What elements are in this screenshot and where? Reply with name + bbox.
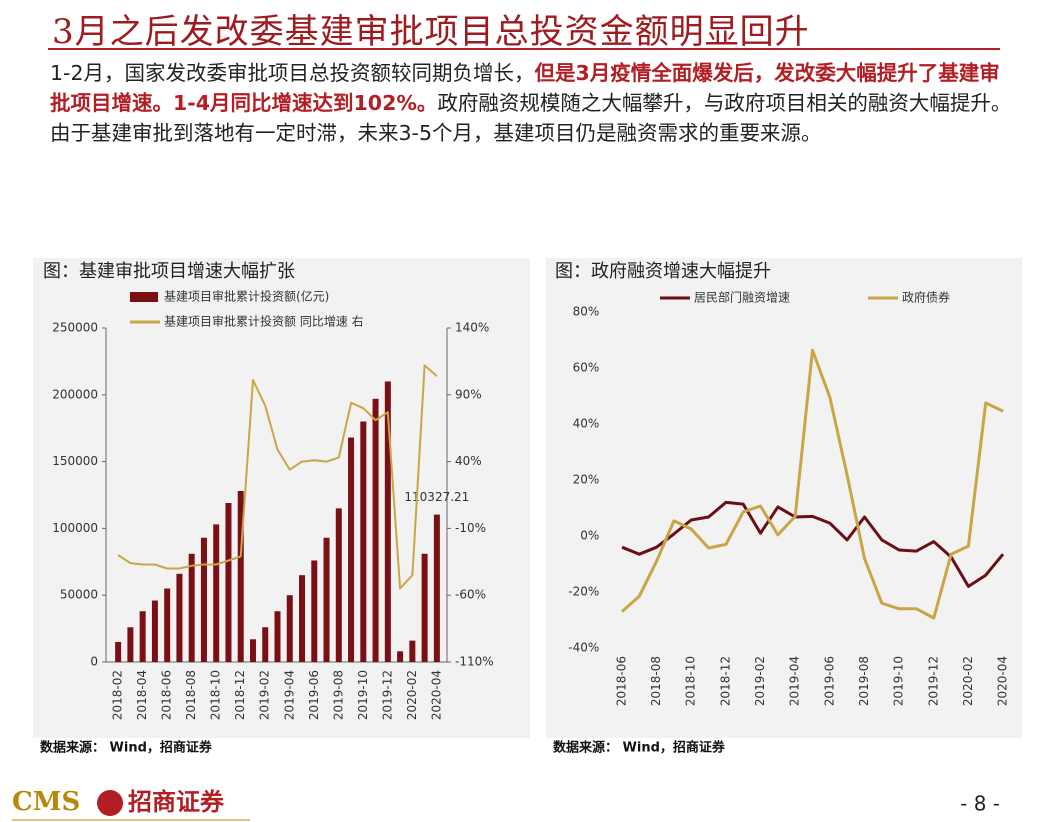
legend-swatch — [130, 292, 158, 302]
legend-label: 基建项目审批累计投资额(亿元) — [164, 289, 329, 304]
legend-label: 居民部门融资增速 — [694, 290, 790, 305]
panel — [546, 258, 1022, 738]
bar — [299, 575, 306, 662]
bar — [433, 514, 440, 662]
page-number: - 8 - — [960, 792, 1000, 816]
y-tick-label: 80% — [573, 305, 600, 319]
x-tick-label: 2019-10 — [356, 670, 370, 720]
bar — [286, 595, 293, 662]
slide-title: 3月之后发改委基建审批项目总投资金额明显回升 — [52, 12, 810, 52]
paragraph-run: 但是3月疫情全面爆发后，发改委大幅提升了基建审批项目增速。1-4月同比增速达到1… — [50, 61, 1000, 115]
paragraph: 1-2月，国家发改委审批项目总投资额较同期负增长，但是3月疫情全面爆发后，发改委… — [50, 58, 1012, 148]
x-tick-label: 2020-04 — [996, 656, 1010, 706]
bar — [164, 588, 171, 662]
y-tick-label: 0 — [90, 655, 98, 669]
legend-label: 政府债券 — [902, 290, 950, 305]
bar — [360, 421, 367, 662]
y-tick-label: 20% — [573, 473, 600, 487]
logo-text: CMS — [12, 787, 80, 817]
bar — [127, 627, 134, 662]
y2-tick-label: 40% — [455, 454, 482, 468]
y-tick-label: 150000 — [52, 454, 98, 468]
y-tick-label: 60% — [573, 361, 600, 375]
x-tick-label: 2018-02 — [111, 670, 125, 720]
y-tick-label: -40% — [568, 641, 599, 655]
bar — [115, 641, 122, 662]
bar — [225, 503, 232, 662]
x-tick-label: 2018-10 — [209, 670, 223, 720]
y-tick-label: 0% — [580, 529, 599, 543]
bar — [335, 508, 342, 662]
x-tick-label: 2019-08 — [331, 670, 345, 720]
paragraph-run: 政府融资规模随之大幅攀升，与政府项目相关的融资大幅提升。由于基建审批到落地有一定… — [50, 91, 1012, 145]
y-tick-label: 250000 — [52, 321, 98, 335]
y-tick-label: -20% — [568, 585, 599, 599]
line — [117, 364, 438, 590]
line — [621, 348, 1004, 620]
x-tick-label: 2019-04 — [282, 670, 296, 720]
x-tick-label: 2020-04 — [429, 670, 443, 720]
bar — [176, 573, 183, 662]
y-tick-label: 40% — [573, 417, 600, 431]
bar — [188, 553, 195, 662]
bar — [348, 437, 355, 662]
bar — [262, 627, 269, 662]
logo-icon — [97, 790, 123, 816]
logo-name: 招商证券 — [128, 788, 225, 816]
x-tick-label: 2019-06 — [822, 656, 836, 706]
x-tick-label: 2020-02 — [961, 656, 975, 706]
y2-tick-label: 140% — [455, 321, 489, 335]
bar — [311, 560, 318, 662]
title-rule — [48, 48, 1000, 50]
x-tick-label: 2018-06 — [614, 656, 628, 706]
source: 数据来源： Wind，招商证券 — [40, 740, 213, 756]
y-tick-label: 50000 — [60, 588, 98, 602]
bar — [274, 611, 281, 662]
chart-title: 图：基建审批项目增速大幅扩张 — [43, 261, 295, 282]
y2-tick-label: 90% — [455, 387, 482, 401]
bar — [384, 381, 391, 662]
x-tick-label: 2018-12 — [233, 670, 247, 720]
value-label: 110327.21 — [404, 490, 469, 504]
y2-tick-label: -110% — [455, 655, 494, 669]
bar — [409, 640, 416, 662]
paragraph-run: 1-2月，国家发改委审批项目总投资额较同期负增长， — [50, 61, 535, 85]
x-tick-label: 2018-08 — [184, 670, 198, 720]
x-tick-label: 2019-04 — [788, 656, 802, 706]
x-tick-label: 2019-02 — [258, 670, 272, 720]
x-tick-label: 2018-08 — [649, 656, 663, 706]
legend-label: 基建项目审批累计投资额 同比增速 右 — [164, 314, 364, 329]
x-tick-label: 2019-02 — [753, 656, 767, 706]
x-tick-label: 2019-06 — [307, 670, 321, 720]
x-tick-label: 2019-12 — [926, 656, 940, 706]
y2-tick-label: -60% — [455, 588, 486, 602]
bar — [323, 537, 330, 662]
bar — [213, 524, 220, 662]
y-tick-label: 100000 — [52, 521, 98, 535]
x-tick-label: 2018-12 — [718, 656, 732, 706]
source: 数据来源： Wind，招商证券 — [553, 740, 726, 756]
x-tick-label: 2019-08 — [857, 656, 871, 706]
x-tick-label: 2019-10 — [892, 656, 906, 706]
bar — [421, 553, 428, 662]
x-tick-label: 2018-04 — [135, 670, 149, 720]
y2-tick-label: -10% — [455, 521, 486, 535]
bar — [397, 651, 404, 662]
bar — [151, 600, 158, 662]
bar — [249, 639, 256, 662]
bar — [200, 537, 207, 662]
chart-title: 图：政府融资增速大幅提升 — [555, 261, 771, 282]
bar — [139, 611, 146, 662]
x-tick-label: 2018-10 — [684, 656, 698, 706]
x-tick-label: 2019-12 — [380, 670, 394, 720]
x-tick-label: 2020-02 — [405, 670, 419, 720]
x-tick-label: 2018-06 — [160, 670, 174, 720]
bar — [372, 398, 379, 662]
y-tick-label: 200000 — [52, 387, 98, 401]
bar — [237, 490, 244, 662]
